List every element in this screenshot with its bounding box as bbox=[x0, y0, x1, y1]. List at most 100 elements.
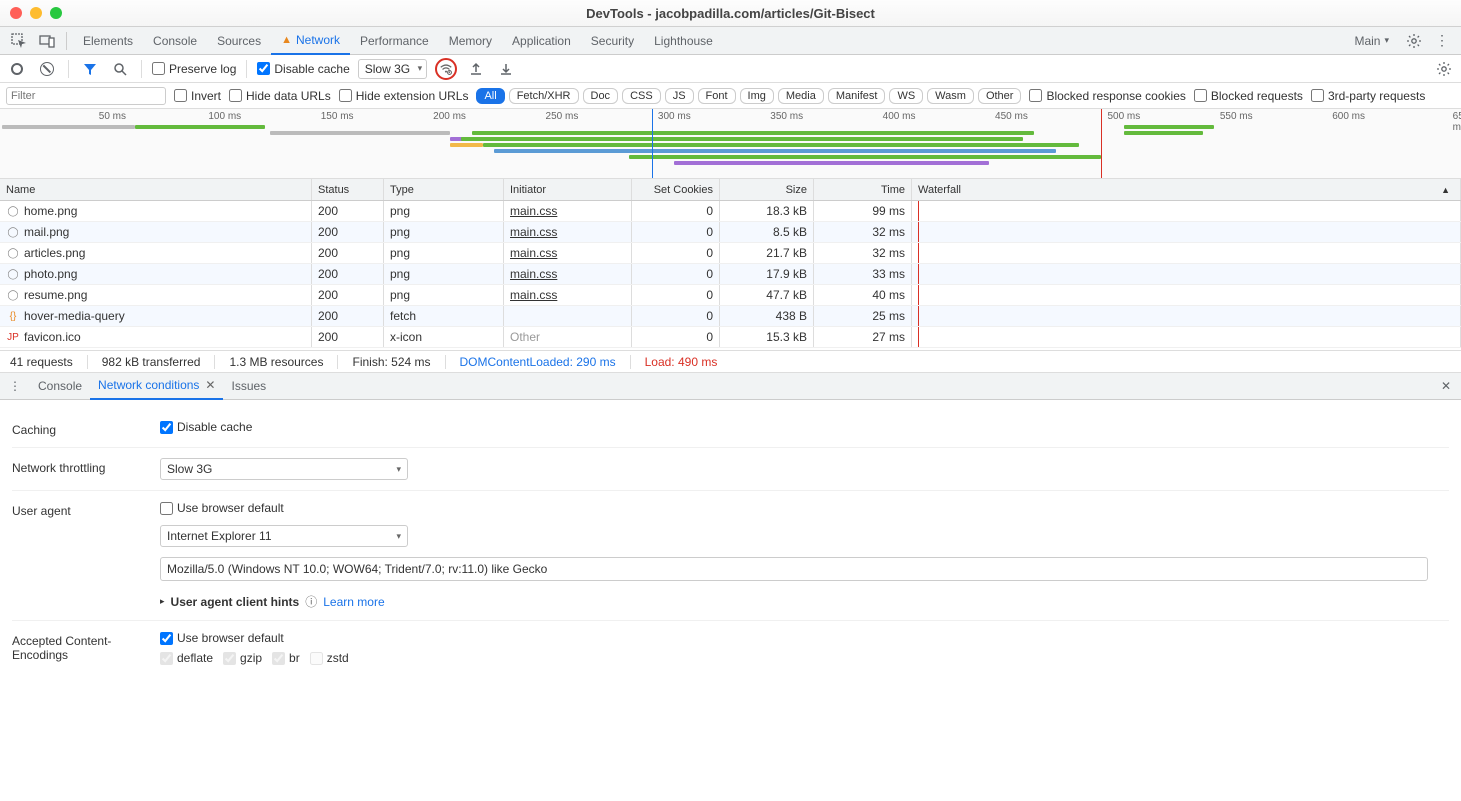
col-time[interactable]: Time bbox=[814, 179, 912, 200]
type-pill-all[interactable]: All bbox=[476, 88, 504, 104]
initiator-link[interactable]: main.css bbox=[510, 288, 557, 302]
type-pill-wasm[interactable]: Wasm bbox=[927, 88, 974, 104]
type-pill-media[interactable]: Media bbox=[778, 88, 824, 104]
initiator-link[interactable]: main.css bbox=[510, 225, 557, 239]
size-cell: 438 B bbox=[720, 306, 814, 326]
col-cookies[interactable]: Set Cookies bbox=[632, 179, 720, 200]
window-title: DevTools - jacobpadilla.com/articles/Git… bbox=[0, 6, 1461, 21]
col-name[interactable]: Name bbox=[0, 179, 312, 200]
preserve-log-checkbox[interactable]: Preserve log bbox=[152, 62, 236, 76]
request-row[interactable]: ◯photo.png200pngmain.css017.9 kB33 ms bbox=[0, 264, 1461, 285]
type-cell: png bbox=[384, 222, 504, 242]
tab-sources[interactable]: Sources bbox=[207, 27, 271, 55]
initiator-link[interactable]: main.css bbox=[510, 267, 557, 281]
type-pill-img[interactable]: Img bbox=[740, 88, 774, 104]
ua-preset-select[interactable]: Internet Explorer 11 bbox=[160, 525, 408, 547]
initiator-link[interactable]: main.css bbox=[510, 246, 557, 260]
device-toggle-icon[interactable] bbox=[34, 28, 60, 54]
type-pill-doc[interactable]: Doc bbox=[583, 88, 619, 104]
type-filter-pills: All Fetch/XHRDocCSSJSFontImgMediaManifest… bbox=[476, 88, 1021, 104]
col-status[interactable]: Status bbox=[312, 179, 384, 200]
tab-elements[interactable]: Elements bbox=[73, 27, 143, 55]
blocked-cookies-checkbox[interactable]: Blocked response cookies bbox=[1029, 89, 1185, 103]
timeline-tick: 300 ms bbox=[658, 111, 691, 122]
search-icon[interactable] bbox=[109, 58, 131, 80]
hide-extension-urls-checkbox[interactable]: Hide extension URLs bbox=[339, 89, 469, 103]
drawer-tab-issues[interactable]: Issues bbox=[223, 373, 274, 400]
tab-network[interactable]: ▲Network bbox=[271, 27, 350, 55]
more-icon[interactable]: ⋮ bbox=[1429, 28, 1455, 54]
request-row[interactable]: ◯articles.png200pngmain.css021.7 kB32 ms bbox=[0, 243, 1461, 264]
blocked-requests-checkbox[interactable]: Blocked requests bbox=[1194, 89, 1303, 103]
request-row[interactable]: ◯resume.png200pngmain.css047.7 kB40 ms bbox=[0, 285, 1461, 306]
request-row[interactable]: ◯home.png200pngmain.css018.3 kB99 ms bbox=[0, 201, 1461, 222]
timeline-tick: 50 ms bbox=[99, 111, 126, 122]
invert-checkbox[interactable]: Invert bbox=[174, 89, 221, 103]
record-button[interactable] bbox=[6, 58, 28, 80]
ua-use-default-checkbox[interactable]: Use browser default bbox=[160, 501, 1449, 515]
enc-deflate-checkbox[interactable]: deflate bbox=[160, 651, 213, 665]
drawer-close-icon[interactable]: ✕ bbox=[1435, 375, 1457, 397]
frame-selector[interactable]: Main ▾ bbox=[1344, 27, 1399, 55]
tab-performance[interactable]: Performance bbox=[350, 27, 439, 55]
drawer-tab-console[interactable]: Console bbox=[30, 373, 90, 400]
download-har-icon[interactable] bbox=[495, 58, 517, 80]
initiator-link[interactable]: main.css bbox=[510, 204, 557, 218]
timeline-tick: 250 ms bbox=[546, 111, 579, 122]
tab-memory[interactable]: Memory bbox=[439, 27, 502, 55]
status-cell: 200 bbox=[312, 327, 384, 347]
network-settings-icon[interactable] bbox=[1433, 58, 1455, 80]
close-tab-icon[interactable]: ✕ bbox=[205, 378, 215, 392]
warning-icon: ▲ bbox=[281, 34, 292, 46]
col-waterfall[interactable]: Waterfall▲ bbox=[912, 179, 1461, 200]
learn-more-link[interactable]: Learn more bbox=[323, 595, 384, 609]
type-pill-css[interactable]: CSS bbox=[622, 88, 661, 104]
col-initiator[interactable]: Initiator bbox=[504, 179, 632, 200]
third-party-checkbox[interactable]: 3rd-party requests bbox=[1311, 89, 1425, 103]
cookies-cell: 0 bbox=[632, 201, 720, 221]
inspect-icon[interactable] bbox=[6, 28, 32, 54]
type-pill-fetchxhr[interactable]: Fetch/XHR bbox=[509, 88, 579, 104]
request-row[interactable]: ◯mail.png200pngmain.css08.5 kB32 ms bbox=[0, 222, 1461, 243]
maximize-window-button[interactable] bbox=[50, 7, 62, 19]
type-pill-manifest[interactable]: Manifest bbox=[828, 88, 886, 104]
tab-console[interactable]: Console bbox=[143, 27, 207, 55]
tab-lighthouse[interactable]: Lighthouse bbox=[644, 27, 723, 55]
enc-gzip-checkbox[interactable]: gzip bbox=[223, 651, 262, 665]
type-pill-js[interactable]: JS bbox=[665, 88, 694, 104]
nc-throttle-select[interactable]: Slow 3G bbox=[160, 458, 408, 480]
enc-zstd-checkbox[interactable]: zstd bbox=[310, 651, 349, 665]
disable-cache-checkbox[interactable]: Disable cache bbox=[257, 62, 349, 76]
drawer-more-icon[interactable]: ⋮ bbox=[4, 375, 26, 397]
col-type[interactable]: Type bbox=[384, 179, 504, 200]
minimize-window-button[interactable] bbox=[30, 7, 42, 19]
col-size[interactable]: Size bbox=[720, 179, 814, 200]
enc-br-checkbox[interactable]: br bbox=[272, 651, 300, 665]
request-row[interactable]: {}hover-media-query200fetch0438 B25 ms bbox=[0, 306, 1461, 327]
request-name: articles.png bbox=[24, 246, 85, 260]
filter-input[interactable] bbox=[6, 87, 166, 105]
drawer-tab-network-conditions[interactable]: Network conditions✕ bbox=[90, 373, 223, 400]
throttle-select[interactable]: Slow 3G bbox=[358, 59, 427, 79]
tab-application[interactable]: Application bbox=[502, 27, 581, 55]
clear-button[interactable] bbox=[36, 58, 58, 80]
hide-data-urls-checkbox[interactable]: Hide data URLs bbox=[229, 89, 331, 103]
initiator-text: Other bbox=[510, 330, 540, 344]
timeline-overview[interactable]: 50 ms100 ms150 ms200 ms250 ms300 ms350 m… bbox=[0, 109, 1461, 179]
settings-icon[interactable] bbox=[1401, 28, 1427, 54]
ua-string-input[interactable]: Mozilla/5.0 (Windows NT 10.0; WOW64; Tri… bbox=[160, 557, 1428, 581]
enc-use-default-checkbox[interactable]: Use browser default bbox=[160, 631, 1449, 645]
type-pill-font[interactable]: Font bbox=[698, 88, 736, 104]
type-pill-other[interactable]: Other bbox=[978, 88, 1022, 104]
nc-disable-cache-checkbox[interactable]: Disable cache bbox=[160, 420, 1449, 434]
type-pill-ws[interactable]: WS bbox=[889, 88, 923, 104]
client-hints-toggle[interactable]: ▸ User agent client hints ⓘ Learn more bbox=[160, 593, 1449, 610]
timeline-bar bbox=[135, 125, 265, 129]
upload-har-icon[interactable] bbox=[465, 58, 487, 80]
request-row[interactable]: JPfavicon.ico200x-iconOther015.3 kB27 ms bbox=[0, 327, 1461, 348]
filter-icon[interactable] bbox=[79, 58, 101, 80]
timeline-tick: 400 ms bbox=[883, 111, 916, 122]
tab-security[interactable]: Security bbox=[581, 27, 644, 55]
network-conditions-icon[interactable] bbox=[435, 58, 457, 80]
close-window-button[interactable] bbox=[10, 7, 22, 19]
